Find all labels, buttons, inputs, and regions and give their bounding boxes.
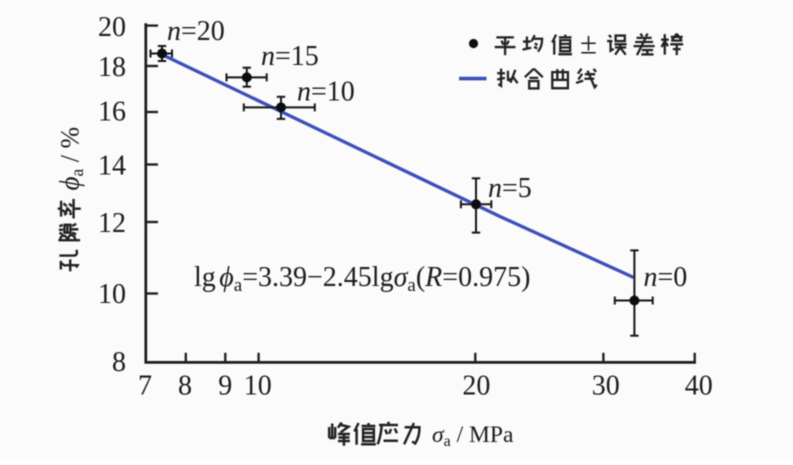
svg-text:σa / MPa: σa / MPa	[432, 422, 514, 450]
svg-text:n=10: n=10	[297, 77, 355, 108]
svg-text:ϕa / %: ϕa / %	[55, 127, 88, 191]
svg-text:10: 10	[244, 371, 272, 402]
svg-text:20: 20	[98, 12, 126, 43]
svg-text:n=15: n=15	[261, 41, 319, 72]
svg-text:n=20: n=20	[167, 16, 225, 47]
svg-text:10: 10	[98, 279, 126, 310]
svg-text:20: 20	[462, 371, 490, 402]
svg-text:30: 30	[592, 371, 620, 402]
svg-text:lg ϕa=3.39−2.45lgσa(R=0.975): lg ϕa=3.39−2.45lgσa(R=0.975)	[194, 262, 530, 296]
svg-text:n=5: n=5	[488, 173, 532, 204]
svg-text:16: 16	[98, 96, 126, 127]
svg-text:9: 9	[218, 371, 232, 402]
svg-text:8: 8	[112, 347, 126, 378]
svg-text:8: 8	[178, 371, 192, 402]
svg-text:±: ±	[580, 26, 597, 61]
svg-text:n=0: n=0	[644, 262, 688, 293]
svg-text:14: 14	[98, 150, 126, 181]
svg-text:18: 18	[98, 52, 126, 83]
svg-text:12: 12	[98, 208, 126, 239]
svg-text:40: 40	[685, 371, 713, 402]
svg-text:7: 7	[138, 371, 152, 402]
